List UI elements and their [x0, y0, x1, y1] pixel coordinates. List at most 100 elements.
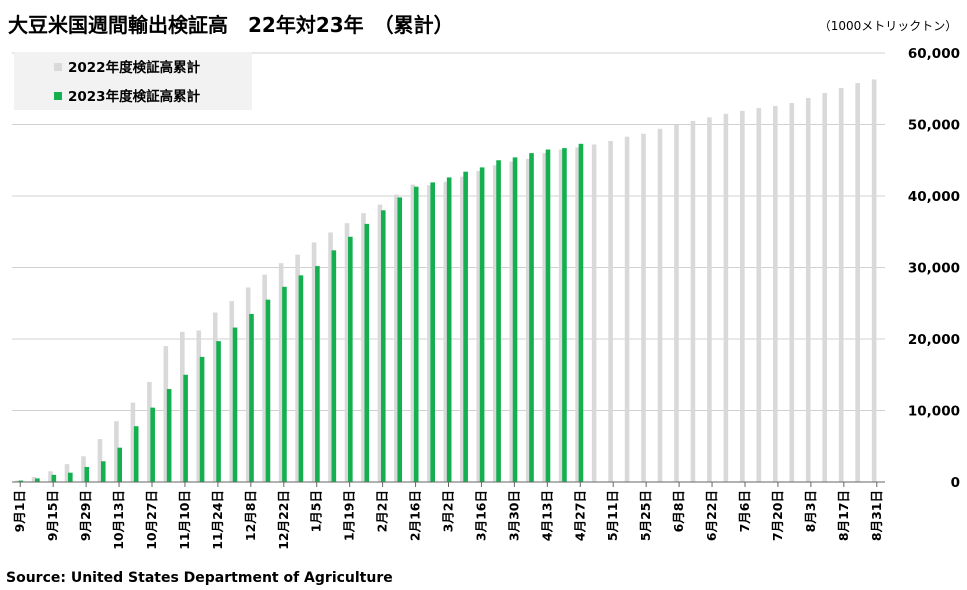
x-tick-label: 8月31日 [869, 490, 884, 541]
bar-2022 [740, 110, 745, 483]
y-tick-label: 20,000 [908, 332, 960, 348]
bar-2023 [216, 341, 221, 482]
bar-2022 [147, 381, 152, 482]
bar-2022 [509, 161, 515, 482]
y-tick-label: 10,000 [908, 404, 960, 420]
bar-2023 [68, 472, 73, 482]
bar-2022 [97, 439, 103, 482]
bar-2022 [756, 108, 762, 482]
source-note: Source: United States Department of Agri… [6, 570, 393, 586]
legend-label-2022: 2022年度検証高累計 [68, 59, 201, 76]
bar-2023 [150, 407, 155, 482]
bar-2023 [413, 186, 419, 482]
bar-2022 [674, 124, 679, 482]
bar-2023 [18, 480, 24, 482]
bar-2023 [380, 210, 386, 483]
bar-2022 [262, 274, 267, 482]
bar-2022 [641, 133, 646, 483]
bar-2023 [265, 299, 271, 482]
bar-2022 [460, 176, 465, 482]
bar-2023 [100, 461, 106, 482]
y-tick-label: 0 [951, 475, 960, 491]
y-tick-label: 50,000 [908, 118, 960, 134]
x-tick-label: 6月8日 [671, 490, 686, 532]
x-tick-label: 2月16日 [408, 490, 423, 541]
bar-2022 [311, 242, 317, 482]
bar-2022 [48, 471, 53, 482]
bar-2023 [529, 153, 534, 482]
bar-2023 [315, 266, 320, 482]
bar-2023 [496, 160, 501, 482]
x-tick-label: 1月19日 [342, 490, 357, 541]
bar-2023 [232, 327, 238, 482]
bars [15, 79, 877, 483]
bar-2023 [430, 182, 435, 482]
x-tick-label: 6月22日 [704, 490, 719, 541]
bar-2023 [117, 447, 123, 482]
bar-2023 [249, 313, 254, 482]
legend-swatch-2022 [54, 63, 62, 71]
bar-2023 [397, 197, 403, 482]
bar-2022 [180, 331, 185, 482]
x-tick-label: 9月1日 [12, 490, 27, 532]
x-tick-label: 2月2日 [375, 490, 390, 532]
y-tick-label: 40,000 [908, 189, 960, 205]
bar-2022 [377, 204, 383, 482]
bar-2023 [51, 474, 57, 482]
bar-2023 [166, 389, 172, 482]
x-tick-label: 8月17日 [836, 490, 851, 541]
bar-2022 [410, 184, 416, 482]
x-tick-label: 4月27日 [572, 490, 587, 541]
y-tick-label: 30,000 [908, 261, 960, 277]
bar-2022 [476, 170, 482, 483]
bar-2022 [328, 232, 333, 482]
x-tick-label: 12月8日 [243, 490, 258, 541]
bar-2022 [196, 330, 202, 482]
bar-2022 [838, 88, 844, 482]
x-tick-label: 5月25日 [638, 490, 653, 541]
bar-2023 [348, 236, 353, 482]
bar-2022 [525, 158, 531, 482]
bar-2022 [542, 153, 547, 482]
bar-2023 [479, 167, 485, 482]
bar-2022 [130, 402, 136, 482]
bar-2023 [282, 286, 287, 482]
bar-2022 [723, 113, 729, 482]
bar-2023 [84, 466, 90, 482]
bar-2023 [331, 250, 337, 482]
bar-2022 [295, 254, 300, 482]
x-tick-label: 11月10日 [177, 490, 192, 550]
bar-2022 [245, 287, 251, 482]
bar-2022 [443, 181, 449, 482]
bar-2022 [278, 263, 284, 482]
bar-2022 [163, 346, 169, 482]
bar-2022 [608, 140, 613, 482]
bar-2023 [463, 171, 468, 482]
y-tick-label: 60,000 [908, 46, 960, 62]
x-tick-label: 11月24日 [210, 490, 225, 550]
bar-2023 [512, 157, 518, 482]
bar-2022 [31, 477, 37, 482]
chart-title: 大豆米国週間輸出検証高 22年対23年 （累計） [8, 13, 454, 37]
bar-2022 [427, 185, 432, 482]
legend-swatch-2023 [54, 92, 62, 100]
bar-2022 [114, 421, 119, 482]
x-tick-label: 9月29日 [78, 490, 93, 541]
x-tick-label: 3月2日 [441, 490, 456, 532]
x-tick-label: 4月13日 [539, 490, 554, 541]
bar-2023 [298, 275, 304, 482]
bar-2022 [822, 93, 828, 482]
bar-2023 [183, 374, 188, 482]
bar-2023 [545, 149, 551, 482]
bar-2022 [575, 147, 580, 482]
x-axis-ticks: 9月1日 9月15日 9月29日 10月13日 10月27日 11月10日 11月24日 12… [12, 482, 884, 550]
bar-2023 [446, 177, 452, 482]
bar-2022 [772, 105, 778, 482]
bar-2022 [394, 194, 399, 482]
bar-2022 [212, 312, 218, 482]
x-tick-label: 12月22日 [276, 490, 291, 550]
bar-2023 [35, 478, 40, 482]
bar-2022 [81, 456, 86, 482]
x-tick-label: 1月5日 [309, 490, 324, 532]
